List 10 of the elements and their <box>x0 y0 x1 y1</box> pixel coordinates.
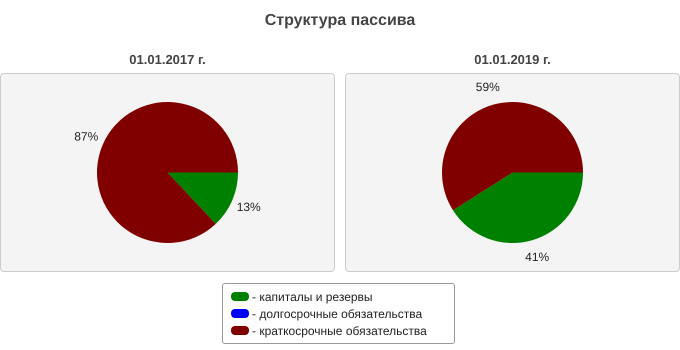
chart-subtitle: 01.01.2017 г. <box>128 52 207 67</box>
chart-subtitle: 01.01.2019 г. <box>473 52 552 67</box>
data-label: 59% <box>476 80 500 94</box>
legend-label: - краткосрочные обязательства <box>252 324 427 338</box>
data-label: 87% <box>74 130 99 144</box>
chart-title: Структура пассива <box>264 12 416 30</box>
legend-label: - капиталы и резервы <box>252 290 373 304</box>
data-label: 41% <box>525 250 550 264</box>
data-label: 13% <box>236 200 262 214</box>
legend-label: - долгосрочные обязательства <box>252 306 422 320</box>
